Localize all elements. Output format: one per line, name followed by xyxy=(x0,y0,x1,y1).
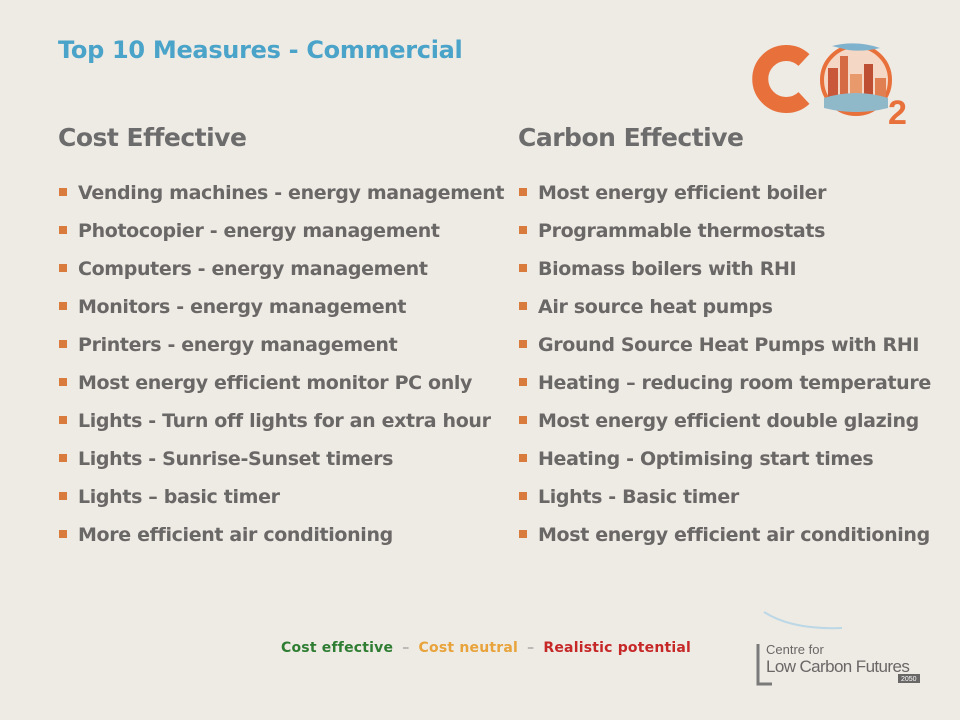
cost-effective-list: Vending machines - energy management Pho… xyxy=(58,178,518,558)
square-bullet-icon xyxy=(59,492,67,500)
list-item-text: Air source heat pumps xyxy=(538,296,773,318)
list-item-text: Vending machines - energy management xyxy=(78,182,505,204)
clcf-logo-swoosh xyxy=(763,611,843,630)
square-bullet-icon xyxy=(59,264,67,272)
list-item: Heating - Optimising start times xyxy=(518,444,958,475)
list-item-text: More efficient air conditioning xyxy=(78,524,393,546)
list-item-text: Most energy efficient boiler xyxy=(538,182,827,204)
legend-cost-neutral: Cost neutral xyxy=(418,640,519,656)
list-item: Heating – reducing room temperature xyxy=(518,368,958,399)
square-bullet-icon xyxy=(519,302,527,310)
square-bullet-icon xyxy=(59,188,67,196)
cost-effective-heading: Cost Effective xyxy=(58,123,247,152)
list-item: Lights – basic timer xyxy=(58,482,518,513)
list-item: Computers - energy management xyxy=(58,254,518,285)
square-bullet-icon xyxy=(519,264,527,272)
square-bullet-icon xyxy=(519,378,527,386)
list-item-text: Most energy efficient monitor PC only xyxy=(78,372,473,394)
list-item-text: Lights - Basic timer xyxy=(538,486,739,508)
list-item: Most energy efficient air conditioning xyxy=(518,520,958,551)
co2-logo-o-skyline xyxy=(820,43,892,116)
square-bullet-icon xyxy=(59,530,67,538)
list-item: Lights - Basic timer xyxy=(518,482,958,513)
square-bullet-icon xyxy=(519,188,527,196)
legend-realistic-potential: Realistic potential xyxy=(543,640,692,656)
square-bullet-icon xyxy=(59,378,67,386)
list-item-text: Biomass boilers with RHI xyxy=(538,258,797,280)
list-item-text: Lights – basic timer xyxy=(78,486,280,508)
list-item-text: Computers - energy management xyxy=(78,258,428,280)
legend-separator: – xyxy=(527,640,535,656)
clcf-line2: Low Carbon Futures xyxy=(766,657,909,676)
square-bullet-icon xyxy=(59,302,67,310)
list-item: Programmable thermostats xyxy=(518,216,958,247)
list-item: Vending machines - energy management xyxy=(58,178,518,209)
list-item-text: Monitors - energy management xyxy=(78,296,407,318)
clcf-year: 2050 xyxy=(901,676,917,683)
square-bullet-icon xyxy=(519,530,527,538)
legend-separator: – xyxy=(402,640,410,656)
clcf-year-badge xyxy=(898,674,920,683)
list-item: Most energy efficient double glazing xyxy=(518,406,958,437)
list-item-text: Lights - Turn off lights for an extra ho… xyxy=(78,410,491,432)
list-item: Lights - Sunrise-Sunset timers xyxy=(58,444,518,475)
square-bullet-icon xyxy=(59,226,67,234)
square-bullet-icon xyxy=(519,454,527,462)
list-item-text: Heating – reducing room temperature xyxy=(538,372,931,394)
square-bullet-icon xyxy=(519,340,527,348)
list-item-text: Lights - Sunrise-Sunset timers xyxy=(78,448,394,470)
carbon-effective-heading: Carbon Effective xyxy=(518,123,744,152)
square-bullet-icon xyxy=(59,416,67,424)
list-item: Air source heat pumps xyxy=(518,292,958,323)
list-item-text: Most energy efficient air conditioning xyxy=(538,524,930,546)
clcf-logo: Centre for Low Carbon Futures 2050 xyxy=(756,611,920,686)
square-bullet-icon xyxy=(59,340,67,348)
list-item-text: Heating - Optimising start times xyxy=(538,448,874,470)
list-item: Lights - Turn off lights for an extra ho… xyxy=(58,406,518,437)
list-item-text: Programmable thermostats xyxy=(538,220,826,242)
list-item: Printers - energy management xyxy=(58,330,518,361)
square-bullet-icon xyxy=(519,416,527,424)
list-item: More efficient air conditioning xyxy=(58,520,518,551)
slide-title: Top 10 Measures - Commercial xyxy=(58,36,463,64)
list-item: Ground Source Heat Pumps with RHI xyxy=(518,330,958,361)
clcf-logo-bracket xyxy=(756,644,772,686)
potential-legend: Cost effective – Cost neutral – Realisti… xyxy=(281,640,691,656)
legend-cost-effective: Cost effective xyxy=(281,640,394,656)
clcf-line1: Centre for xyxy=(766,642,824,657)
list-item: Most energy efficient monitor PC only xyxy=(58,368,518,399)
square-bullet-icon xyxy=(519,492,527,500)
list-item-text: Most energy efficient double glazing xyxy=(538,410,919,432)
list-item: Photocopier - energy management xyxy=(58,216,518,247)
square-bullet-icon xyxy=(519,226,527,234)
list-item: Most energy efficient boiler xyxy=(518,178,958,209)
co2-logo-subscript: 2 xyxy=(888,94,907,130)
list-item-text: Printers - energy management xyxy=(78,334,398,356)
list-item: Monitors - energy management xyxy=(58,292,518,323)
carbon-effective-list: Most energy efficient boiler Programmabl… xyxy=(518,178,958,558)
square-bullet-icon xyxy=(59,454,67,462)
list-item-text: Ground Source Heat Pumps with RHI xyxy=(538,334,920,356)
list-item: Biomass boilers with RHI xyxy=(518,254,958,285)
list-item-text: Photocopier - energy management xyxy=(78,220,440,242)
co2-logo: 2 xyxy=(752,43,907,130)
co2-logo-c-letter xyxy=(752,45,810,113)
